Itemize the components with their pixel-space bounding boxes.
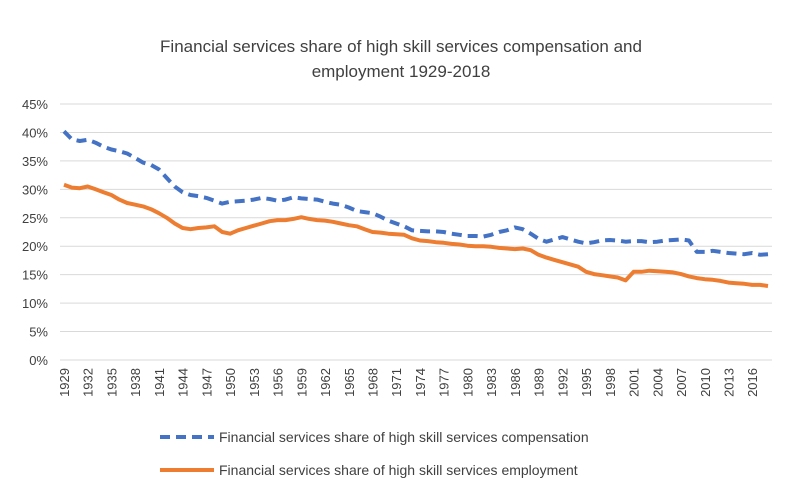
y-tick-label: 40%: [22, 125, 48, 140]
series-lines: [62, 129, 769, 288]
x-tick-label: 1968: [365, 368, 380, 397]
y-axis-tick-labels: 0% 5% 10% 15% 20% 25% 30% 35% 40% 45%: [22, 97, 48, 368]
legend-label-employment: Financial services share of high skill s…: [219, 462, 578, 478]
x-tick-label: 1935: [104, 368, 119, 397]
x-tick-label: 1962: [318, 368, 333, 397]
y-tick-label: 30%: [22, 182, 48, 197]
y-tick-label: 5%: [29, 325, 48, 340]
chart-title-line-2: employment 1929-2018: [312, 62, 491, 81]
x-tick-label: 1974: [413, 368, 428, 397]
x-tick-label: 1980: [460, 368, 475, 397]
x-tick-label: 2010: [698, 368, 713, 397]
x-tick-label: 1938: [128, 368, 143, 397]
x-tick-label: 1944: [176, 368, 191, 397]
x-tick-label: 1986: [508, 368, 523, 397]
x-tick-label: 1932: [81, 368, 96, 397]
x-tick-label: 1947: [199, 368, 214, 397]
y-tick-label: 20%: [22, 239, 48, 254]
y-tick-label: 35%: [22, 154, 48, 169]
x-tick-label: 1953: [247, 368, 262, 397]
x-axis-tick-labels: 1929 1932 1935 1938 1941 1944 1947 1950 1953 1956…: [57, 368, 760, 397]
x-tick-label: 2007: [674, 368, 689, 397]
x-tick-label: 1983: [484, 368, 499, 397]
x-tick-label: 1929: [57, 368, 72, 397]
legend: Financial services share of high skill s…: [160, 429, 589, 478]
x-tick-label: 2001: [627, 368, 642, 397]
y-tick-label: 10%: [22, 296, 48, 311]
x-tick-label: 1941: [152, 368, 167, 397]
x-tick-label: 1995: [579, 368, 594, 397]
x-tick-label: 2004: [650, 368, 665, 397]
y-tick-label: 0%: [29, 353, 48, 368]
x-tick-label: 1998: [603, 368, 618, 397]
x-tick-label: 1992: [555, 368, 570, 397]
x-tick-label: 1959: [294, 368, 309, 397]
x-tick-label: 2013: [721, 368, 736, 397]
x-tick-label: 1965: [342, 368, 357, 397]
x-tick-label: 1971: [389, 368, 404, 397]
chart-title-line-1: Financial services share of high skill s…: [160, 37, 642, 56]
y-tick-label: 15%: [22, 268, 48, 283]
x-tick-label: 1977: [437, 368, 452, 397]
x-tick-label: 2016: [745, 368, 760, 397]
y-tick-label: 45%: [22, 97, 48, 112]
gridlines: [60, 103, 772, 361]
series-line-employment: [63, 182, 769, 288]
x-tick-label: 1989: [532, 368, 547, 397]
legend-label-compensation: Financial services share of high skill s…: [219, 429, 589, 445]
x-tick-label: 1950: [223, 368, 238, 397]
x-tick-label: 1956: [271, 368, 286, 397]
y-tick-label: 25%: [22, 211, 48, 226]
series-line-compensation: [62, 129, 769, 257]
